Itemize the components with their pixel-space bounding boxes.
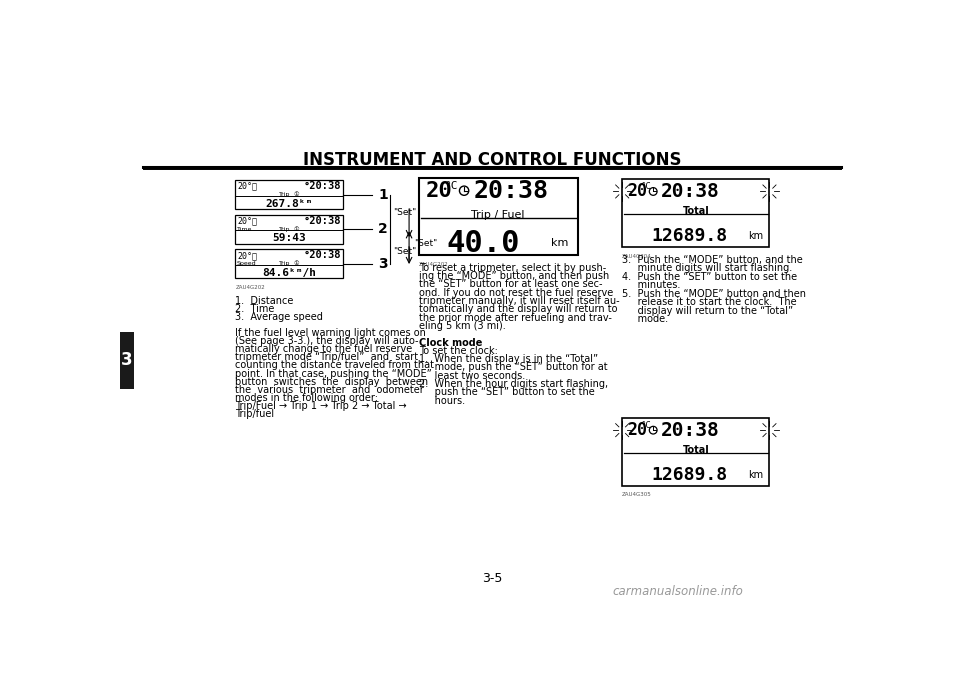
Text: °C: °C — [641, 421, 652, 430]
Text: ZAU4G202: ZAU4G202 — [236, 285, 266, 290]
Text: Trip: Trip — [279, 226, 291, 232]
Text: Total: Total — [683, 206, 709, 216]
Text: Speed: Speed — [237, 261, 256, 266]
Text: ①: ① — [294, 226, 300, 232]
Text: Total: Total — [683, 445, 709, 455]
Text: 4.  Push the “SET” button to set the: 4. Push the “SET” button to set the — [622, 272, 798, 282]
Text: °20:38: °20:38 — [303, 181, 341, 191]
Text: tripmeter mode “Trip/fuel”  and  start: tripmeter mode “Trip/fuel” and start — [234, 353, 418, 363]
Text: 267.8ᵏᵐ: 267.8ᵏᵐ — [265, 199, 313, 209]
Text: the “SET” button for at least one sec-: the “SET” button for at least one sec- — [420, 279, 603, 290]
Text: ing the “MODE” button, and then push: ing the “MODE” button, and then push — [420, 271, 610, 281]
Text: 2: 2 — [378, 222, 388, 236]
Text: counting the distance traveled from that: counting the distance traveled from that — [234, 361, 434, 370]
Text: 20: 20 — [425, 181, 452, 201]
Text: Trip / Fuel: Trip / Fuel — [471, 210, 525, 220]
Text: 84.6ᵏᵐ/h: 84.6ᵏᵐ/h — [262, 268, 316, 278]
Text: mode.: mode. — [622, 315, 668, 324]
Text: least two seconds.: least two seconds. — [420, 371, 525, 381]
Text: the  various  tripmeter  and  odometer: the various tripmeter and odometer — [234, 384, 423, 395]
Text: If the fuel level warning light comes on: If the fuel level warning light comes on — [234, 328, 425, 338]
Text: 20°ᴄ: 20°ᴄ — [238, 182, 258, 191]
Text: hours.: hours. — [420, 396, 466, 405]
Text: ZAU4G202: ZAU4G202 — [420, 262, 449, 267]
Text: ZAU4G304: ZAU4G304 — [622, 254, 652, 258]
Text: tomatically and the display will return to: tomatically and the display will return … — [420, 304, 617, 315]
Text: 12689.8: 12689.8 — [652, 227, 728, 245]
Text: ①: ① — [294, 261, 300, 266]
Text: display will return to the “Total”: display will return to the “Total” — [622, 306, 793, 316]
Bar — [234, 214, 344, 244]
Bar — [234, 250, 344, 279]
Text: Trip/fuel: Trip/fuel — [234, 409, 274, 419]
Text: 3: 3 — [121, 351, 132, 369]
Text: °C: °C — [641, 182, 652, 191]
Text: 20:38: 20:38 — [660, 420, 720, 439]
Text: 3.  Average speed: 3. Average speed — [234, 312, 323, 322]
Text: °C: °C — [444, 181, 458, 191]
Text: 3: 3 — [378, 257, 388, 271]
Text: minutes.: minutes. — [622, 281, 681, 290]
Text: 1.  When the display is in the “Total”: 1. When the display is in the “Total” — [420, 354, 598, 364]
Text: Trip/Fuel → Trip 1 → Trip 2 → Total →: Trip/Fuel → Trip 1 → Trip 2 → Total → — [234, 401, 406, 411]
Text: the prior mode after refueling and trav-: the prior mode after refueling and trav- — [420, 313, 612, 323]
Text: km: km — [748, 231, 763, 241]
Text: 20°ᴄ: 20°ᴄ — [238, 216, 258, 225]
Text: 20:38: 20:38 — [660, 182, 720, 201]
Text: matically change to the fuel reserve: matically change to the fuel reserve — [234, 344, 412, 355]
Text: "Set": "Set" — [394, 247, 417, 256]
Text: km: km — [551, 238, 568, 248]
Text: To set the clock:: To set the clock: — [420, 346, 498, 356]
Text: 2.  Time: 2. Time — [234, 304, 274, 314]
Text: (See page 3-3.), the display will auto-: (See page 3-3.), the display will auto- — [234, 336, 419, 346]
Text: push the “SET” button to set the: push the “SET” button to set the — [420, 387, 595, 397]
Text: 2.  When the hour digits start flashing,: 2. When the hour digits start flashing, — [420, 379, 609, 389]
Text: mode, push the “SET” button for at: mode, push the “SET” button for at — [420, 363, 608, 372]
Text: modes in the following order:: modes in the following order: — [234, 393, 377, 403]
Text: 1: 1 — [378, 188, 388, 201]
Text: tripmeter manually, it will reset itself au-: tripmeter manually, it will reset itself… — [420, 296, 620, 306]
Text: 20: 20 — [627, 421, 647, 439]
Text: °20:38: °20:38 — [303, 216, 341, 226]
Text: 20:38: 20:38 — [473, 179, 548, 203]
Text: 5.  Push the “MODE” button and then: 5. Push the “MODE” button and then — [622, 289, 806, 299]
Text: °20:38: °20:38 — [303, 250, 341, 260]
Text: Time: Time — [237, 226, 252, 232]
Bar — [234, 180, 344, 210]
Text: 3-5: 3-5 — [482, 572, 502, 585]
Text: Clock mode: Clock mode — [420, 338, 483, 348]
Text: ZAU4G305: ZAU4G305 — [622, 492, 652, 498]
Text: INSTRUMENT AND CONTROL FUNCTIONS: INSTRUMENT AND CONTROL FUNCTIONS — [302, 151, 682, 169]
Text: minute digits will start flashing.: minute digits will start flashing. — [622, 264, 792, 273]
Text: 1.  Distance: 1. Distance — [234, 296, 293, 306]
Text: 20: 20 — [627, 182, 647, 201]
Bar — [420, 178, 578, 256]
Text: 3.  Push the “MODE” button, and the: 3. Push the “MODE” button, and the — [622, 255, 803, 265]
Text: ①: ① — [294, 192, 300, 197]
Text: point. In that case, pushing the “MODE”: point. In that case, pushing the “MODE” — [234, 369, 431, 378]
Text: eling 5 km (3 mi).: eling 5 km (3 mi). — [420, 321, 506, 331]
Bar — [120, 332, 134, 389]
Text: To reset a tripmeter, select it by push-: To reset a tripmeter, select it by push- — [420, 262, 607, 273]
Text: "Set": "Set" — [414, 239, 437, 248]
Text: 59:43: 59:43 — [272, 233, 306, 243]
Text: carmanualsonline.info: carmanualsonline.info — [612, 585, 743, 599]
Text: release it to start the clock.  The: release it to start the clock. The — [622, 298, 797, 307]
Text: km: km — [748, 470, 763, 480]
Text: Trip: Trip — [279, 261, 291, 266]
Text: 12689.8: 12689.8 — [652, 466, 728, 484]
Bar — [622, 179, 770, 247]
Text: ond. If you do not reset the fuel reserve: ond. If you do not reset the fuel reserv… — [420, 287, 613, 298]
Text: 40.0: 40.0 — [446, 228, 519, 258]
Text: 20°ᴄ: 20°ᴄ — [238, 251, 258, 260]
Text: button  switches  the  display  between: button switches the display between — [234, 377, 428, 386]
Bar — [622, 418, 770, 485]
Text: "Set": "Set" — [394, 207, 417, 217]
Text: Trip: Trip — [279, 192, 291, 197]
